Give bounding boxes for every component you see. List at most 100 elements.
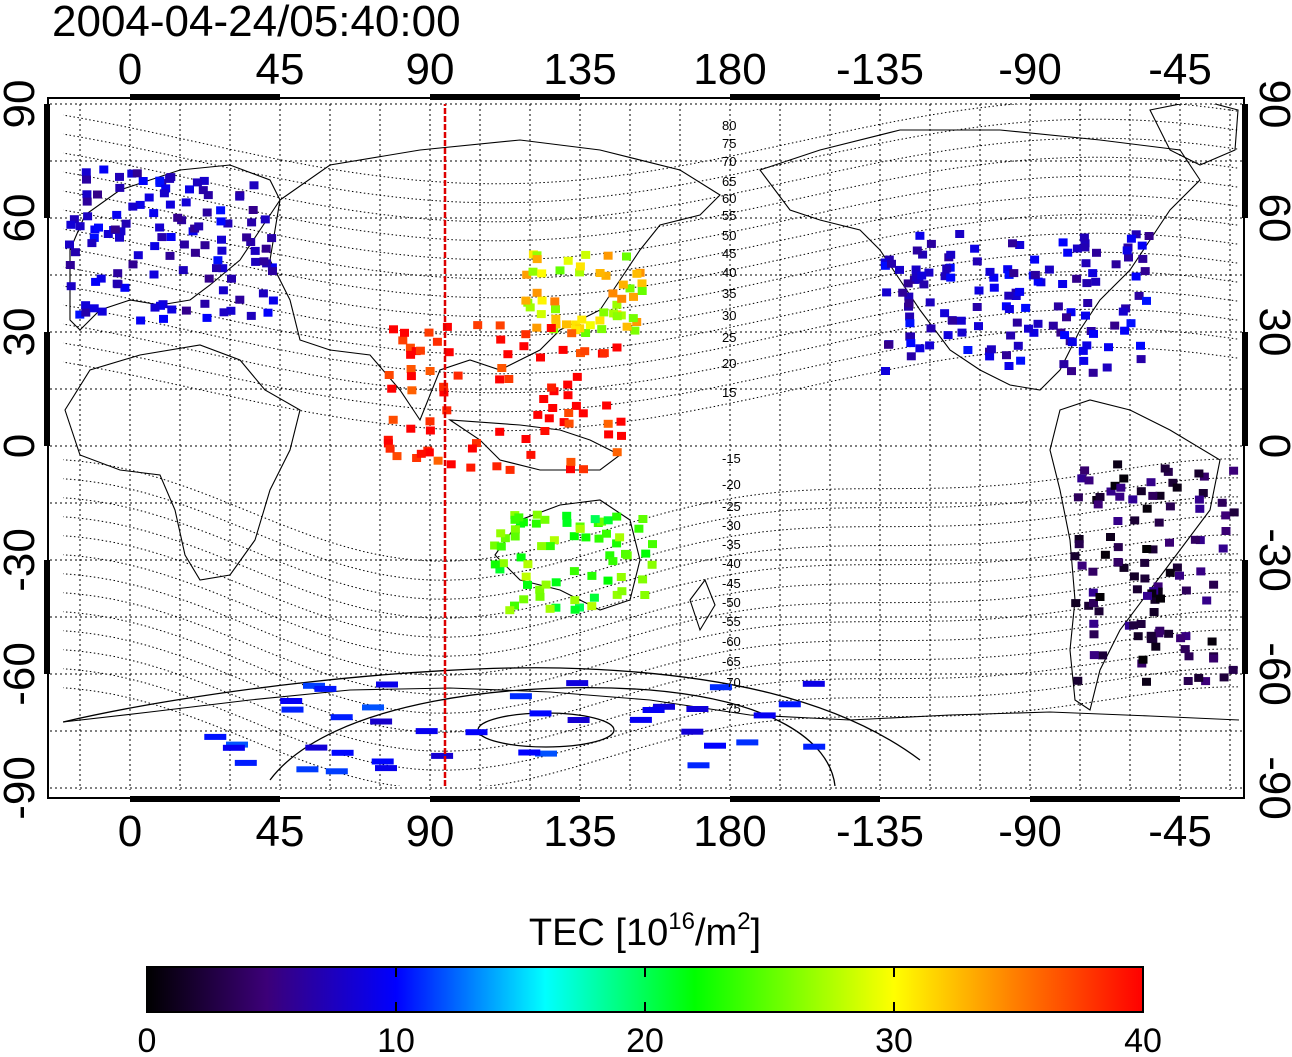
- lon-label-top: -90: [998, 45, 1062, 94]
- tec-pixel: [1012, 318, 1022, 327]
- tec-pixel: [406, 372, 416, 381]
- tec-pixel: [638, 575, 648, 584]
- tec-pixel: [1130, 516, 1140, 525]
- tec-pixel: [521, 330, 531, 339]
- tec-pixel: [198, 186, 208, 195]
- tec-pixel: [558, 345, 568, 354]
- tec-pixel: [492, 462, 502, 471]
- tec-pixel: [1228, 665, 1238, 674]
- tec-pixel: [599, 308, 609, 317]
- tec-pixel: [247, 218, 257, 227]
- tec-pixel: [532, 323, 542, 332]
- tec-pixel: [1142, 504, 1152, 513]
- tec-pixel: [523, 560, 533, 569]
- tec-pixel: [612, 312, 622, 321]
- longitude-labels-top: 0 45 90 135 180 -135 -90 -45: [118, 45, 1212, 94]
- tec-pixel: [1088, 567, 1098, 576]
- tec-pixel: [1195, 536, 1205, 545]
- mlat-contour: [63, 572, 1239, 676]
- tec-pixel: [605, 551, 615, 560]
- tec-pixel: [704, 742, 726, 749]
- tec-pixel: [1128, 495, 1138, 504]
- tec-pixel: [579, 465, 588, 474]
- tec-pixel: [612, 590, 622, 599]
- tec-pixel: [96, 274, 106, 283]
- tec-pixel: [943, 331, 953, 340]
- lat-label-right: 30: [1250, 308, 1292, 357]
- tec-pixel: [1084, 476, 1094, 485]
- tec-pixel: [433, 456, 443, 465]
- tec-pixel: [535, 585, 545, 594]
- tec-pixel: [946, 273, 956, 282]
- mlat-contour: [63, 686, 1239, 786]
- tec-pixel: [204, 733, 227, 740]
- lat-label-left: 90: [0, 80, 44, 129]
- lon-label-bottom: 0: [118, 807, 142, 856]
- tec-pixel: [222, 744, 245, 751]
- tec-pixel: [1126, 234, 1136, 243]
- tec-pixel: [563, 256, 573, 265]
- tec-pixel: [385, 444, 395, 453]
- tec-pixel: [1106, 487, 1116, 496]
- tec-pixel: [314, 685, 337, 692]
- tec-pixel: [223, 219, 233, 228]
- tec-pixel: [150, 303, 160, 312]
- tec-pixel: [1149, 608, 1159, 616]
- mlat-label: 20: [722, 356, 736, 371]
- tec-pixel: [612, 343, 622, 352]
- tec-pixel: [1181, 586, 1191, 595]
- tec-pixel: [521, 296, 531, 305]
- mlat-label: 80: [722, 118, 736, 133]
- tec-pixel: [1062, 313, 1071, 322]
- tec-pixel: [204, 274, 214, 283]
- mlat-label: 30: [722, 308, 736, 323]
- tec-pixel: [603, 251, 613, 260]
- tec-pixel: [1195, 504, 1205, 513]
- tec-pixel: [529, 710, 552, 717]
- lon-label-top: -45: [1148, 45, 1212, 94]
- north-america-coastline: [759, 129, 1201, 391]
- tec-pixel: [226, 741, 248, 748]
- tec-pixel: [1175, 571, 1184, 580]
- tec-pixel: [1079, 356, 1089, 365]
- latitude-labels-left: 90 60 30 0 -30 -60 -90: [0, 80, 44, 820]
- tec-pixel: [219, 308, 229, 317]
- tec-pixel: [590, 515, 600, 524]
- tec-pixel: [425, 367, 435, 375]
- tec-pixel: [1120, 326, 1130, 335]
- tec-pixel: [406, 350, 416, 359]
- tec-pixel: [1072, 244, 1082, 253]
- mlat-contour: [63, 534, 1239, 638]
- tec-pixel: [514, 513, 524, 522]
- tec-pixel: [622, 322, 632, 331]
- mlat-label: 40: [722, 265, 736, 280]
- tec-pixel: [640, 591, 650, 599]
- mlat-label: -15: [722, 451, 741, 466]
- tec-pixel: [1136, 487, 1146, 496]
- tec-pixel: [1030, 255, 1040, 264]
- tec-pixel: [500, 534, 510, 543]
- tec-pixel: [1172, 563, 1182, 572]
- tec-pixel: [551, 305, 560, 314]
- tec-pixel: [1094, 607, 1104, 616]
- tec-pixel: [551, 578, 561, 587]
- tec-pixel: [1089, 651, 1099, 660]
- tec-pixel: [1148, 545, 1158, 554]
- tec-pixel: [526, 450, 536, 459]
- tec-pixel: [802, 680, 825, 687]
- mlat-label: 70: [722, 154, 736, 169]
- tec-pixel: [1134, 291, 1144, 300]
- tec-pixel: [1004, 270, 1014, 279]
- tec-pixel: [400, 328, 409, 337]
- tec-pixel: [159, 189, 169, 198]
- tec-pixel: [405, 343, 415, 352]
- tec-pixel: [903, 279, 913, 288]
- tec-pixel: [595, 316, 605, 325]
- tec-pixel: [407, 386, 417, 395]
- tec-pixel: [1088, 368, 1098, 377]
- tec-pixel: [625, 284, 635, 293]
- lon-label-top: 90: [406, 45, 455, 94]
- tec-pixel: [260, 215, 270, 224]
- tec-pixel: [181, 198, 191, 207]
- tec-pixel: [1180, 645, 1190, 654]
